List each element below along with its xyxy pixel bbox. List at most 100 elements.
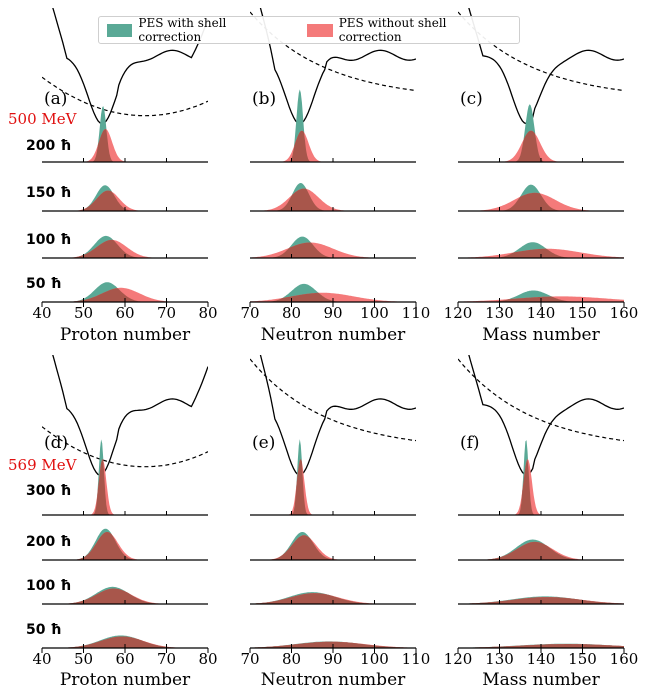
block-bottom: 40 50 60 70 80 Proton number (d) 70 80 90 100 110 Ne… bbox=[8, 355, 639, 690]
x-tick-label: 120 bbox=[444, 650, 473, 668]
row-label: 100 ħ bbox=[26, 232, 71, 248]
x-tick-label: 40 bbox=[32, 304, 51, 322]
pes-curve-solid bbox=[468, 355, 624, 476]
dist-without-shell-row-1 bbox=[250, 459, 416, 515]
x-tick-label: 80 bbox=[198, 650, 217, 668]
x-tick-label: 80 bbox=[198, 304, 217, 322]
row-label: 300 ħ bbox=[26, 483, 71, 499]
panel-b: 70 80 90 100 110 Neutron number (b) bbox=[240, 8, 431, 345]
dist-without-shell-row-1 bbox=[250, 130, 416, 162]
panel-label: (b) bbox=[252, 89, 276, 109]
pes-curve-dashed bbox=[250, 358, 416, 442]
x-tick-label: 150 bbox=[568, 650, 597, 668]
x-tick-label: 150 bbox=[568, 304, 597, 322]
dist-without-shell-row-1 bbox=[458, 130, 624, 162]
x-tick-label: 130 bbox=[485, 304, 514, 322]
pes-curve-solid bbox=[259, 355, 416, 476]
energy-label: 569 MeV bbox=[8, 456, 78, 474]
panel-a: 40 50 60 70 80 Proton number (a) bbox=[32, 8, 218, 345]
dist-overlap-row-3 bbox=[42, 588, 208, 604]
panel-label: (f) bbox=[460, 433, 480, 453]
x-tick-label: 160 bbox=[610, 304, 639, 322]
pes-curve-dashed bbox=[42, 426, 208, 468]
pes-curve-dashed bbox=[458, 358, 624, 442]
pes-curve-solid bbox=[259, 8, 416, 125]
x-tick-label: 140 bbox=[527, 304, 556, 322]
x-axis-label: Mass number bbox=[482, 670, 600, 690]
x-tick-label: 50 bbox=[74, 304, 93, 322]
x-tick-label: 110 bbox=[402, 650, 431, 668]
x-tick-label: 120 bbox=[444, 304, 473, 322]
dist-with-shell-row-2 bbox=[250, 183, 416, 211]
x-tick-label: 140 bbox=[527, 650, 556, 668]
x-axis-label: Mass number bbox=[482, 325, 600, 345]
dist-without-shell-row-2 bbox=[42, 532, 208, 560]
pes-curve-solid bbox=[52, 355, 208, 476]
row-label: 200 ħ bbox=[26, 534, 71, 550]
panel-label: (d) bbox=[44, 433, 68, 453]
dist-overlap-row-3 bbox=[458, 248, 624, 258]
dist-with-shell-row-1 bbox=[458, 440, 624, 515]
row-label: 150 ħ bbox=[26, 185, 71, 201]
x-axis-label: Neutron number bbox=[261, 670, 406, 690]
panel-label: (e) bbox=[252, 433, 275, 453]
dist-without-shell-row-3 bbox=[42, 239, 208, 258]
x-tick-label: 130 bbox=[485, 650, 514, 668]
row-label: 100 ħ bbox=[26, 578, 71, 594]
x-tick-label: 80 bbox=[282, 304, 301, 322]
legend-item-with-shell: PES with shell correction bbox=[107, 16, 289, 44]
x-tick-label: 70 bbox=[240, 304, 259, 322]
dist-overlap-row-1 bbox=[458, 459, 624, 515]
panel-c: 120 130 140 150 160 Mass number (c) bbox=[444, 8, 639, 345]
dist-overlap-row-2 bbox=[250, 188, 416, 211]
dist-without-shell-row-1 bbox=[458, 459, 624, 515]
row-label: 200 ħ bbox=[26, 138, 71, 154]
legend-swatch-with-shell bbox=[107, 23, 133, 37]
x-tick-label: 70 bbox=[157, 304, 176, 322]
x-axis-label: Neutron number bbox=[261, 325, 406, 345]
panel-e: 70 80 90 100 110 Neutron number (e) bbox=[240, 355, 431, 690]
dist-with-shell-row-2 bbox=[250, 532, 416, 560]
x-tick-label: 100 bbox=[360, 304, 389, 322]
x-tick-label: 40 bbox=[32, 650, 51, 668]
x-tick-label: 90 bbox=[323, 304, 342, 322]
x-tick-label: 80 bbox=[282, 650, 301, 668]
dist-overlap-row-2 bbox=[250, 535, 416, 560]
x-tick-label: 60 bbox=[115, 304, 134, 322]
pes-curve-solid bbox=[52, 8, 208, 125]
x-tick-label: 110 bbox=[402, 304, 431, 322]
x-tick-label: 90 bbox=[323, 650, 342, 668]
x-axis-label: Proton number bbox=[60, 670, 191, 690]
dist-overlap-row-4 bbox=[42, 636, 208, 648]
x-axis-label: Proton number bbox=[60, 325, 191, 345]
legend-item-without-shell: PES without shell correction bbox=[307, 16, 509, 44]
pes-curve-solid bbox=[468, 8, 624, 125]
x-tick-label: 50 bbox=[74, 650, 93, 668]
legend: PES with shell correction PES without sh… bbox=[98, 16, 520, 44]
dist-overlap-row-2 bbox=[458, 192, 624, 211]
dist-without-shell-row-2 bbox=[42, 190, 208, 211]
x-tick-label: 70 bbox=[157, 650, 176, 668]
row-label: 50 ħ bbox=[26, 622, 61, 638]
panel-d: 40 50 60 70 80 Proton number (d) bbox=[32, 355, 218, 690]
dist-overlap-row-1 bbox=[250, 459, 416, 515]
row-label: 50 ħ bbox=[26, 276, 61, 292]
dist-overlap-row-4 bbox=[42, 288, 208, 302]
x-tick-label: 60 bbox=[115, 650, 134, 668]
energy-label: 500 MeV bbox=[8, 110, 78, 128]
legend-swatch-without-shell bbox=[307, 23, 333, 37]
x-tick-label: 160 bbox=[610, 650, 639, 668]
x-tick-label: 100 bbox=[360, 650, 389, 668]
x-tick-label: 70 bbox=[240, 650, 259, 668]
legend-label-with-shell: PES with shell correction bbox=[138, 16, 227, 44]
panel-label: (c) bbox=[460, 89, 483, 109]
block-top: 40 50 60 70 80 Proton number (a) 70 80 90 100 110 Ne… bbox=[8, 8, 639, 345]
legend-label-without-shell: PES without shell correction bbox=[338, 16, 447, 44]
dist-overlap-row-2 bbox=[458, 541, 624, 560]
panel-label: (a) bbox=[44, 89, 67, 109]
dist-with-shell-row-4 bbox=[458, 290, 624, 302]
dist-overlap-row-1 bbox=[250, 130, 416, 162]
pes-curve-dashed bbox=[42, 76, 208, 117]
panel-f: 120 130 140 150 160 Mass number (f) bbox=[444, 355, 639, 690]
